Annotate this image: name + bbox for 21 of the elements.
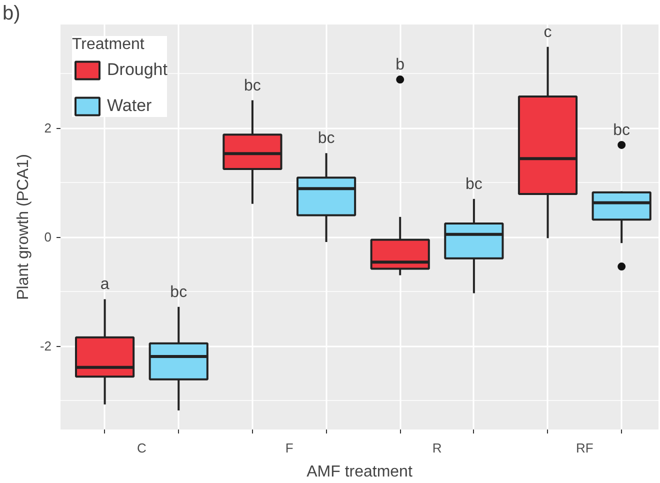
annotation: bc xyxy=(613,122,630,139)
legend-label: Drought xyxy=(107,60,168,80)
y-tick-label: 2 xyxy=(44,120,52,136)
x-tick-label: RF xyxy=(576,440,594,456)
annotation: b xyxy=(396,56,405,74)
annotation: a xyxy=(100,276,110,294)
y-tick-label: -2 xyxy=(40,338,52,354)
annotation: bc xyxy=(465,176,482,193)
x-tick-label: C xyxy=(137,440,146,456)
x-tick-label: R xyxy=(432,440,442,456)
legend-title: Treatment xyxy=(72,36,146,54)
annotation: bc xyxy=(318,130,335,148)
legend-label: Water xyxy=(107,96,152,116)
annotation: bc xyxy=(244,77,261,94)
annotation: bc xyxy=(170,284,188,301)
y-tick-label: 0 xyxy=(44,230,52,245)
x-tick-label: F xyxy=(285,440,294,456)
text: b) xyxy=(2,2,20,24)
y-axis-title: Plant growth (PCA1) xyxy=(14,154,32,300)
x-axis-title: AMF treatment xyxy=(306,464,413,480)
annotation: c xyxy=(544,24,552,41)
